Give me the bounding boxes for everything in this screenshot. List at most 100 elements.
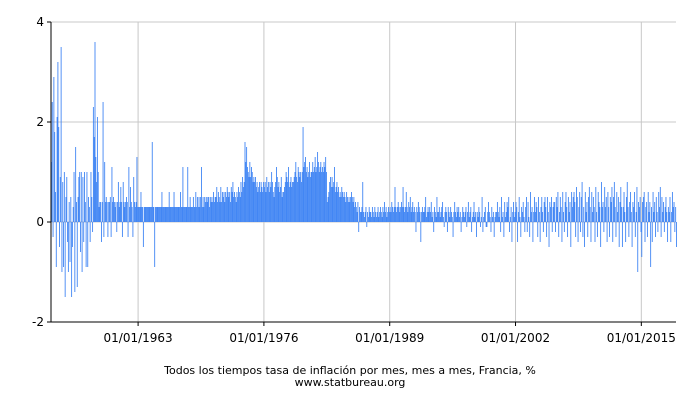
- bar: [113, 197, 114, 222]
- bar: [62, 182, 64, 222]
- bar: [490, 222, 492, 232]
- bar: [184, 207, 185, 222]
- bar: [458, 207, 460, 222]
- bar: [324, 167, 326, 222]
- bar: [228, 197, 230, 222]
- bar: [253, 177, 255, 222]
- bar: [507, 207, 509, 222]
- bar: [520, 222, 522, 237]
- bar: [316, 167, 318, 222]
- bar: [641, 222, 643, 257]
- bar: [584, 192, 586, 222]
- bar: [225, 192, 227, 222]
- bar: [117, 202, 119, 222]
- bar: [594, 222, 596, 242]
- bar: [405, 192, 407, 222]
- bar: [292, 182, 294, 222]
- bar: [104, 162, 106, 222]
- bar: [661, 197, 663, 222]
- bar: [460, 222, 462, 232]
- bar: [656, 212, 658, 222]
- bar: [391, 202, 393, 222]
- bar: [498, 217, 500, 222]
- bar: [177, 207, 179, 222]
- bar: [165, 207, 167, 222]
- bar: [534, 197, 535, 222]
- bar: [257, 192, 259, 222]
- bar: [250, 177, 252, 222]
- bar: [190, 207, 192, 222]
- bar: [546, 222, 548, 237]
- bar: [187, 167, 189, 222]
- bar: [123, 202, 125, 222]
- bar: [295, 162, 297, 222]
- bar: [335, 187, 337, 222]
- bar: [276, 167, 277, 222]
- bar: [421, 212, 423, 222]
- bar: [201, 167, 202, 222]
- bar: [119, 202, 121, 222]
- bar: [85, 222, 87, 267]
- bar: [141, 207, 143, 222]
- bar: [493, 222, 495, 237]
- bar: [367, 212, 369, 222]
- bar: [195, 192, 197, 222]
- x-tick-label: 01/01/2002: [481, 331, 550, 345]
- bar: [430, 212, 431, 222]
- bar: [204, 197, 206, 222]
- bar: [247, 172, 249, 222]
- bar: [351, 192, 352, 222]
- bar: [455, 212, 456, 222]
- bar: [181, 207, 183, 222]
- bar: [259, 182, 260, 222]
- bar: [368, 207, 370, 222]
- bar: [150, 207, 152, 222]
- bar: [243, 182, 245, 222]
- bar: [646, 202, 648, 222]
- bar: [313, 172, 314, 222]
- bar: [113, 202, 115, 222]
- bar: [112, 202, 114, 222]
- bar: [570, 222, 572, 247]
- bar: [315, 172, 317, 222]
- bar: [106, 202, 108, 222]
- bar: [380, 212, 382, 222]
- bar: [147, 207, 149, 222]
- bar: [322, 172, 324, 222]
- bar: [509, 222, 510, 232]
- bar: [70, 197, 72, 222]
- bar: [357, 202, 359, 222]
- bar: [526, 197, 527, 222]
- bar: [191, 207, 193, 222]
- bar: [547, 212, 549, 222]
- bar: [87, 222, 89, 267]
- bar: [669, 197, 671, 222]
- bar: [92, 107, 94, 222]
- bar: [82, 177, 84, 222]
- bar: [53, 77, 55, 222]
- bar: [108, 202, 110, 222]
- bar: [96, 117, 98, 222]
- bar: [269, 182, 271, 222]
- bar: [312, 162, 314, 222]
- bar: [664, 207, 666, 222]
- bar: [509, 217, 511, 222]
- bar: [323, 162, 325, 222]
- bar: [266, 177, 268, 222]
- bar: [596, 212, 598, 222]
- bar: [151, 207, 152, 222]
- bar: [242, 177, 244, 222]
- bar: [617, 197, 619, 222]
- bar: [629, 202, 631, 222]
- bar: [524, 222, 526, 232]
- bar: [397, 202, 399, 222]
- bar: [491, 207, 493, 222]
- bar: [292, 182, 294, 222]
- bar: [121, 222, 123, 237]
- bar: [576, 187, 577, 222]
- bar: [350, 197, 352, 222]
- bar: [342, 192, 344, 222]
- bar: [538, 197, 539, 222]
- bar: [114, 207, 116, 222]
- bar: [407, 212, 409, 222]
